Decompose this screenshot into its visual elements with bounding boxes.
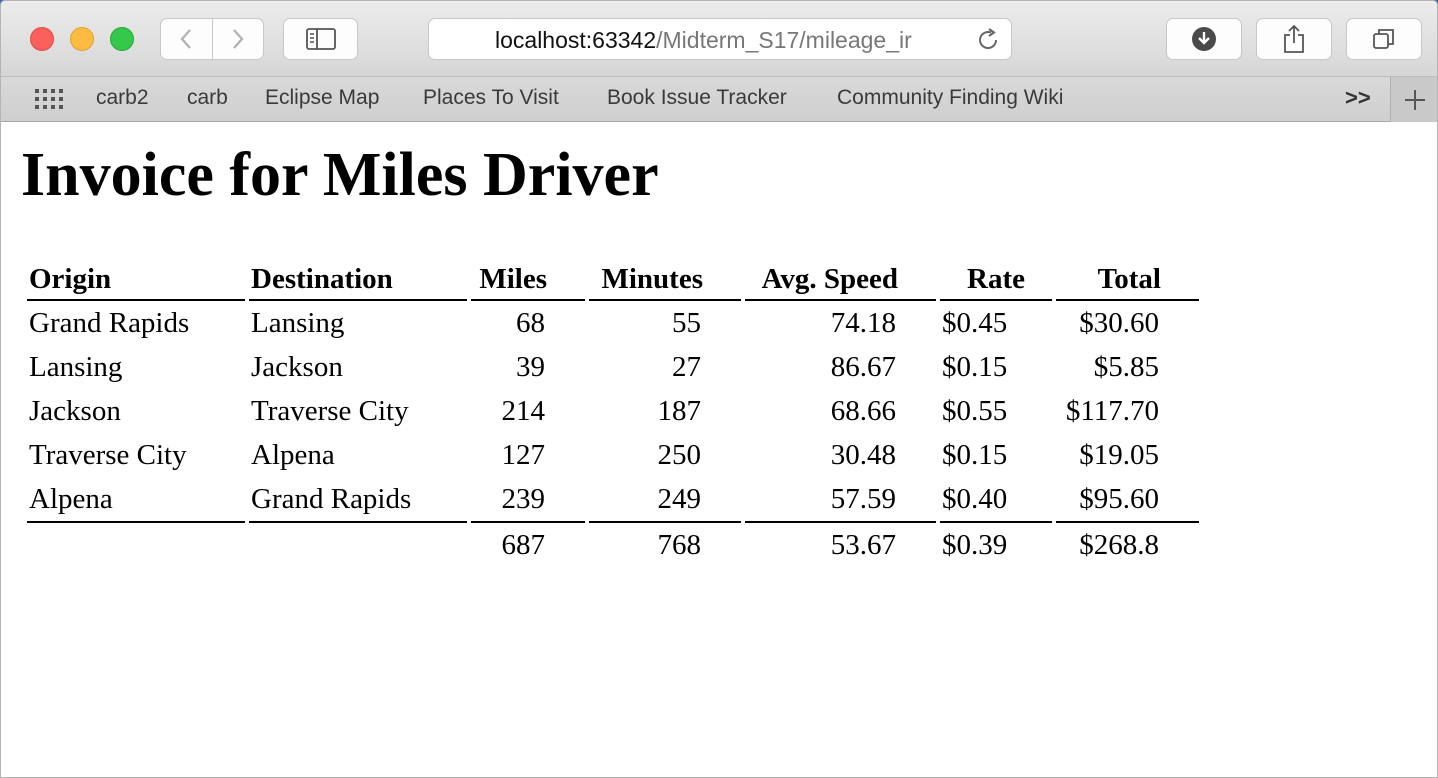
cell-rate: $0.45 xyxy=(942,307,1008,339)
page-title: Invoice for Miles Driver xyxy=(21,141,659,209)
header-avg-speed: Avg. Speed xyxy=(745,259,936,301)
url-host: localhost:63342 xyxy=(495,27,657,53)
total-avg-speed: 53.67 xyxy=(830,529,896,561)
cell-minutes: 55 xyxy=(672,307,701,339)
bookmark-carb2[interactable]: carb2 xyxy=(96,86,149,109)
cell-miles: 214 xyxy=(501,395,546,427)
url-path: /Midterm_S17/mileage_ir xyxy=(656,27,912,53)
cell-destination: Grand Rapids xyxy=(249,477,467,523)
totals-origin-empty xyxy=(27,523,245,567)
totals-row: 687 768 53.67 $0.39 $268.8 xyxy=(27,523,1199,567)
cell-miles: 39 xyxy=(516,351,545,383)
cell-destination: Jackson xyxy=(251,351,343,383)
top-sites-grid-icon[interactable] xyxy=(35,89,65,109)
cell-rate: $0.15 xyxy=(942,439,1008,471)
table-header-row: Origin Destination Miles Minutes Avg. Sp… xyxy=(27,259,1199,301)
sidebar-button[interactable] xyxy=(283,18,358,60)
cell-miles: 127 xyxy=(501,439,546,471)
header-rate: Rate xyxy=(940,259,1052,301)
share-button[interactable] xyxy=(1256,18,1332,60)
totals-destination-empty xyxy=(249,523,467,567)
tabs-icon xyxy=(1373,29,1394,49)
total-minutes: 768 xyxy=(657,529,702,561)
total-miles: 687 xyxy=(501,529,546,561)
table-row: Jackson Traverse City 214 187 68.66 $0.5… xyxy=(27,389,1199,433)
cell-destination: Lansing xyxy=(251,307,345,339)
chevron-left-icon xyxy=(180,29,192,49)
cell-total: $19.05 xyxy=(1079,439,1159,471)
tabs-overview-button[interactable] xyxy=(1346,18,1422,60)
header-total: Total xyxy=(1056,259,1199,301)
cell-origin: Traverse City xyxy=(29,439,187,471)
cell-total: $30.60 xyxy=(1079,307,1159,339)
cell-speed: 57.59 xyxy=(745,477,936,523)
bookmarks-bar: carb2 carb Eclipse Map Places To Visit B… xyxy=(1,76,1437,122)
grand-total: $268.8 xyxy=(1079,529,1159,561)
page-content: Invoice for Miles Driver Origin Destinat… xyxy=(1,122,1437,777)
cell-total: $117.70 xyxy=(1065,395,1159,427)
cell-miles: 239 xyxy=(471,477,585,523)
minimize-window-button[interactable] xyxy=(70,27,94,51)
bookmark-carb[interactable]: carb xyxy=(187,86,228,109)
cell-miles: 68 xyxy=(516,307,545,339)
cell-origin: Grand Rapids xyxy=(29,307,190,339)
header-origin: Origin xyxy=(27,259,245,301)
zoom-window-button[interactable] xyxy=(110,27,134,51)
cell-origin: Jackson xyxy=(29,395,121,427)
cell-minutes: 249 xyxy=(589,477,741,523)
downloads-button[interactable] xyxy=(1166,18,1242,60)
bookmark-eclipse-map[interactable]: Eclipse Map xyxy=(265,86,380,109)
header-miles: Miles xyxy=(471,259,585,301)
header-minutes: Minutes xyxy=(589,259,741,301)
invoice-table: Origin Destination Miles Minutes Avg. Sp… xyxy=(23,259,1203,567)
sidebar-icon xyxy=(305,28,336,50)
new-tab-button[interactable] xyxy=(1390,77,1437,122)
cell-speed: 74.18 xyxy=(830,307,896,339)
cell-minutes: 27 xyxy=(672,351,701,383)
address-bar[interactable]: localhost:63342/Midterm_S17/mileage_ir xyxy=(428,18,1012,60)
forward-button[interactable] xyxy=(211,19,264,59)
title-bar: localhost:63342/Midterm_S17/mileage_ir xyxy=(1,1,1437,76)
bookmarks-overflow-button[interactable]: >> xyxy=(1345,85,1371,110)
reload-icon[interactable] xyxy=(975,27,1001,53)
cell-speed: 30.48 xyxy=(830,439,896,471)
cell-total: $95.60 xyxy=(1056,477,1199,523)
table-row: Alpena Grand Rapids 239 249 57.59 $0.40 … xyxy=(27,477,1199,523)
cell-destination: Traverse City xyxy=(251,395,409,427)
close-window-button[interactable] xyxy=(30,27,54,51)
total-rate: $0.39 xyxy=(942,529,1008,561)
bookmark-community-finding-wiki[interactable]: Community Finding Wiki xyxy=(837,86,1064,109)
header-destination: Destination xyxy=(249,259,467,301)
chevron-right-icon xyxy=(232,29,244,49)
table-row: Lansing Jackson 39 27 86.67 $0.15 $5.85 xyxy=(27,345,1199,389)
cell-rate: $0.55 xyxy=(942,395,1008,427)
navigation-buttons xyxy=(160,18,264,60)
back-button[interactable] xyxy=(161,19,212,59)
bookmark-places-to-visit[interactable]: Places To Visit xyxy=(423,86,559,109)
share-icon xyxy=(1284,24,1304,53)
cell-origin: Alpena xyxy=(27,477,245,523)
cell-speed: 86.67 xyxy=(830,351,896,383)
cell-minutes: 250 xyxy=(657,439,702,471)
table-row: Grand Rapids Lansing 68 55 74.18 $0.45 $… xyxy=(27,301,1199,345)
cell-destination: Alpena xyxy=(251,439,335,471)
cell-speed: 68.66 xyxy=(830,395,896,427)
cell-rate: $0.40 xyxy=(940,477,1052,523)
cell-total: $5.85 xyxy=(1093,351,1159,383)
cell-rate: $0.15 xyxy=(942,351,1008,383)
url-text: localhost:63342/Midterm_S17/mileage_ir xyxy=(495,27,951,54)
plus-icon xyxy=(1405,89,1425,110)
cell-minutes: 187 xyxy=(657,395,702,427)
table-row: Traverse City Alpena 127 250 30.48 $0.15… xyxy=(27,433,1199,477)
download-icon xyxy=(1192,27,1216,51)
cell-origin: Lansing xyxy=(29,351,123,383)
bookmark-book-issue-tracker[interactable]: Book Issue Tracker xyxy=(607,86,787,109)
